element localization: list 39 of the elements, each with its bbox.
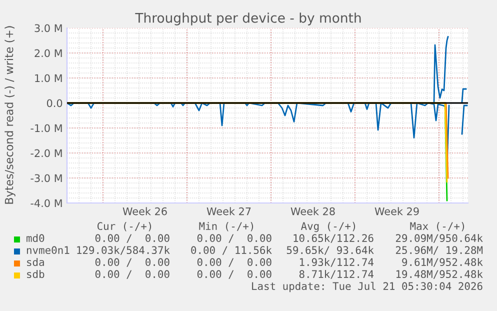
- text: 1.93k/112.74: [300, 258, 374, 267]
- legend-label: md0: [26, 234, 44, 242]
- chart-title: Throughput per device - by month: [135, 12, 361, 26]
- text: 29.09M/950.64k: [396, 234, 483, 243]
- y-tick-label: -1.0 M: [30, 124, 62, 132]
- text: 129.03k/584.37k: [77, 246, 170, 255]
- y-tick-label: 1.0 M: [35, 74, 62, 82]
- y-tick-label: -4.0 M: [30, 199, 62, 208]
- x-tick-label: Week 29: [374, 207, 419, 216]
- x-tick-label: Week 27: [206, 207, 251, 216]
- text: 0.00 / 0.00: [95, 258, 170, 267]
- y-axis-title: Bytes/second read (-) / write (+): [4, 26, 16, 204]
- text: 59.65k/ 93.64k: [286, 246, 374, 255]
- y-tick-label: 3.0 M: [34, 24, 62, 32]
- text: 0.00 / 0.00: [197, 270, 272, 279]
- x-tick-label: Week 26: [122, 207, 167, 216]
- text: Max (-/+): [410, 222, 464, 232]
- text: Cur (-/+): [97, 222, 152, 232]
- legend-label: sda: [27, 258, 44, 266]
- x-tick-label: Week 28: [290, 207, 335, 216]
- legend-label: nvme0n1: [26, 246, 70, 254]
- text: 25.96M/ 19.28M: [396, 246, 483, 255]
- text: 0.00 / 0.00: [95, 234, 170, 243]
- text: 10.65k/112.26: [294, 234, 374, 243]
- y-tick-label: 0.0: [46, 99, 62, 108]
- text: 19.48M/952.48k: [396, 270, 483, 279]
- y-tick-label: -3.0 M: [30, 174, 62, 182]
- text: 0.00 / 0.00: [95, 270, 170, 279]
- text: Avg (-/+): [300, 222, 356, 232]
- text: 8.71k/112.74: [299, 270, 374, 279]
- y-tick-label: 2.0 M: [34, 49, 62, 58]
- text: 0.00 / 11.56k: [191, 246, 272, 255]
- text: 9.61M/952.48k: [402, 258, 483, 267]
- legend-label: sdb: [27, 270, 44, 278]
- text: Last update: Tue Jul 21 05:30:04 2026: [252, 282, 482, 292]
- y-tick-label: -2.0 M: [30, 149, 62, 158]
- text: 0.00 / 0.00: [197, 234, 272, 243]
- text: 0.00 / 0.00: [197, 258, 272, 267]
- text: Min (-/+): [199, 222, 254, 232]
